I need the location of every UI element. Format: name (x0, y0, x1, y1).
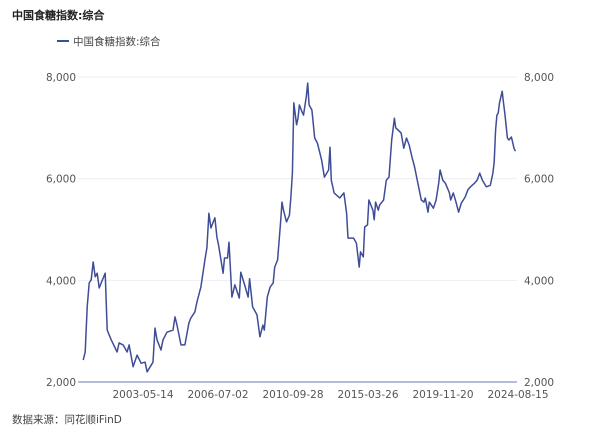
gridlines (78, 76, 517, 281)
x-tick-label: 2006-07-02 (187, 389, 248, 401)
data-source: 数据来源：同花顺iFinD (12, 413, 122, 426)
y-tick-label-left: 2,000 (46, 377, 76, 389)
legend-label: 中国食糖指数:综合 (73, 35, 161, 48)
y-axis-left: 2,000 4,000 6,000 8,000 (46, 72, 76, 389)
x-tick-label: 2010-09-28 (262, 389, 323, 401)
x-axis: 2003-05-14 2006-07-02 2010-09-28 2015-03-26… (112, 389, 548, 401)
x-tick-label: 2003-05-14 (112, 389, 173, 401)
y-tick-label-right: 8,000 (524, 72, 554, 84)
x-tick-label: 2015-03-26 (337, 389, 398, 401)
y-tick-label-right: 2,000 (524, 377, 554, 389)
y-axis-right: 2,000 4,000 6,000 8,000 (524, 72, 554, 389)
legend[interactable]: 中国食糖指数:综合 (57, 35, 161, 48)
series-line (82, 82, 517, 373)
y-tick-label-left: 4,000 (46, 275, 76, 287)
x-tick-label: 2019-11-20 (412, 389, 473, 401)
y-tick-label-left: 6,000 (46, 174, 76, 186)
x-tick-label: 2024-08-15 (487, 389, 548, 401)
y-tick-label-right: 4,000 (524, 275, 554, 287)
y-tick-label-left: 8,000 (46, 72, 76, 84)
chart-title: 中国食糖指数:综合 (12, 8, 105, 22)
y-tick-label-right: 6,000 (524, 174, 554, 186)
